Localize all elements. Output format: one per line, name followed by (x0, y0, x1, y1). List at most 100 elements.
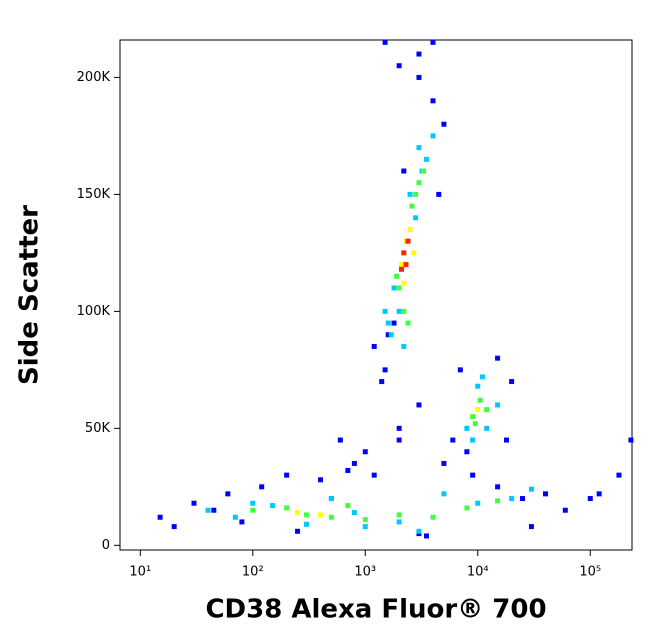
data-point (401, 343, 407, 349)
data-point (470, 472, 476, 478)
data-point (205, 507, 211, 513)
data-point (477, 397, 483, 403)
data-point (401, 280, 407, 286)
data-point (396, 285, 402, 291)
data-point (396, 437, 402, 443)
data-point (587, 496, 593, 502)
data-point (385, 320, 391, 326)
data-point (479, 374, 485, 380)
data-point (411, 250, 417, 256)
data-point (542, 491, 548, 497)
data-point (388, 332, 394, 338)
data-point (616, 472, 622, 478)
data-point (396, 63, 402, 69)
data-point (484, 407, 490, 413)
data-point (416, 74, 422, 80)
data-point (379, 379, 385, 385)
data-point (303, 512, 309, 518)
data-point (464, 449, 470, 455)
data-point (628, 437, 634, 443)
y-tick-label: 100K (77, 304, 111, 319)
data-point (436, 191, 442, 197)
data-point (430, 514, 436, 520)
data-point (416, 402, 422, 408)
data-point (464, 505, 470, 511)
data-point (596, 491, 602, 497)
data-point (396, 519, 402, 525)
data-point (399, 266, 405, 272)
data-point (509, 379, 515, 385)
data-point (475, 383, 481, 389)
data-point (475, 500, 481, 506)
data-point (421, 168, 427, 174)
data-point (413, 191, 419, 197)
data-point (423, 533, 429, 539)
data-point (401, 308, 407, 314)
data-point (371, 343, 377, 349)
data-point (371, 472, 377, 478)
data-point (430, 39, 436, 45)
y-tick-label: 50K (85, 421, 111, 436)
data-point (303, 521, 309, 527)
data-point (385, 332, 391, 338)
data-point (495, 498, 501, 504)
data-point (503, 437, 509, 443)
x-axis-title: CD38 Alexa Fluor® 700 (205, 595, 546, 625)
data-point (528, 486, 534, 492)
data-point (399, 262, 405, 268)
data-point (441, 491, 447, 497)
data-point (423, 156, 429, 162)
data-point (211, 507, 217, 513)
data-point (416, 51, 422, 57)
data-point (391, 320, 397, 326)
data-point (495, 484, 501, 490)
data-point (470, 437, 476, 443)
data-point (441, 460, 447, 466)
data-point (457, 367, 463, 373)
data-point (464, 425, 470, 431)
data-point (441, 121, 447, 127)
data-point (337, 437, 343, 443)
data-point (284, 472, 290, 478)
data-point (475, 407, 481, 413)
data-point (351, 460, 357, 466)
data-point (401, 250, 407, 256)
data-point (328, 496, 334, 502)
data-point (396, 308, 402, 314)
data-point (391, 285, 397, 291)
data-point (318, 512, 324, 518)
y-tick-label: 200K (77, 70, 111, 85)
data-point (407, 226, 413, 232)
data-point (528, 524, 534, 530)
data-point (396, 512, 402, 518)
data-point (520, 496, 526, 502)
data-point (416, 145, 422, 151)
x-tick-label: 10⁴ (467, 565, 489, 580)
data-point (495, 402, 501, 408)
data-point (295, 510, 301, 516)
data-point (259, 484, 265, 490)
data-point (191, 500, 197, 506)
data-point (396, 425, 402, 431)
data-point (562, 507, 568, 513)
data-point (409, 203, 415, 209)
data-point (171, 524, 177, 530)
data-point (362, 524, 368, 530)
data-point (250, 500, 256, 506)
x-tick-label: 10² (242, 565, 264, 580)
x-tick-label: 10³ (354, 565, 376, 580)
data-point (345, 503, 351, 509)
data-point (295, 528, 301, 534)
x-tick-label: 10⁵ (579, 565, 601, 580)
data-point (351, 510, 357, 516)
data-point (239, 519, 245, 525)
data-point (362, 449, 368, 455)
data-point (430, 133, 436, 139)
data-point (328, 514, 334, 520)
data-point (470, 414, 476, 420)
data-point (382, 308, 388, 314)
data-point (416, 528, 422, 534)
x-tick-label: 10¹ (129, 565, 151, 580)
